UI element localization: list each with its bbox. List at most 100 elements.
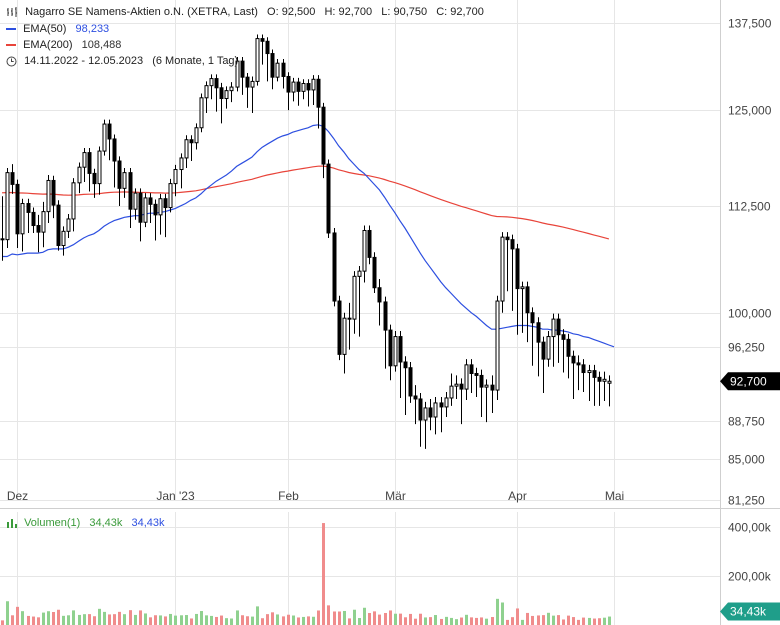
candle-body xyxy=(566,338,571,357)
candle-body xyxy=(214,78,219,89)
candle-body xyxy=(337,300,342,355)
volume-bar xyxy=(195,613,198,625)
price-axis: 137,500 125,000 112,500 100,000 96,250 88,750… xyxy=(728,17,772,508)
volume-bar xyxy=(164,616,167,625)
candle-body xyxy=(347,317,352,320)
ema200-label: EMA(200) xyxy=(23,39,73,51)
candle-body xyxy=(61,230,66,247)
candle-body xyxy=(179,157,184,171)
candle-body xyxy=(592,370,597,378)
volume-bar xyxy=(588,617,591,625)
candle-body xyxy=(117,160,122,189)
clock-icon xyxy=(6,56,17,67)
candle-body xyxy=(138,192,143,223)
volume-bar xyxy=(322,523,325,625)
candle-body xyxy=(20,203,25,235)
volume-bar xyxy=(485,618,488,625)
volume-bar xyxy=(190,618,193,625)
volume-bar xyxy=(230,618,233,625)
volume-bar xyxy=(241,615,244,625)
ema200-swatch xyxy=(6,44,16,47)
last-value-markers: 92,700 34,43k xyxy=(720,372,780,621)
volume-bar xyxy=(419,613,422,625)
volume-bar xyxy=(516,608,519,625)
high-label: H: xyxy=(324,6,336,18)
ema50-value: 98,233 xyxy=(75,23,110,35)
price-tick-label: 81,250 xyxy=(728,494,765,508)
candle-body xyxy=(153,203,158,216)
volume-bar xyxy=(343,610,346,625)
volume-bar xyxy=(6,601,9,625)
candle-body xyxy=(229,86,234,92)
candle-body xyxy=(316,78,321,108)
volume-bar xyxy=(460,617,463,625)
volume-bar xyxy=(32,616,35,625)
volume-bar xyxy=(552,615,555,625)
volume-bar xyxy=(547,612,550,625)
volume-bar xyxy=(88,614,91,625)
candle-body xyxy=(158,198,163,216)
candle-body xyxy=(571,355,576,364)
low-label: L: xyxy=(381,6,391,18)
candle-body xyxy=(291,81,296,93)
volume-bar xyxy=(113,614,116,625)
candle-body xyxy=(525,286,530,314)
ema200-line xyxy=(1,165,610,240)
candle-body xyxy=(71,182,76,220)
candle-body xyxy=(367,229,372,258)
volume-bar xyxy=(312,616,315,625)
price-tick-label: 96,250 xyxy=(728,341,765,355)
candle-body xyxy=(551,318,556,338)
volume-bar xyxy=(266,614,269,625)
candle-body xyxy=(0,238,5,241)
candle-body xyxy=(26,203,31,213)
volume-bar xyxy=(129,610,132,625)
volume-bar xyxy=(62,615,65,625)
volume-bar xyxy=(562,619,565,625)
ema50-legend[interactable]: EMA(50) 98,233 xyxy=(6,23,109,35)
volume-bar xyxy=(251,616,254,625)
volume-bar xyxy=(526,612,529,625)
volume-bar xyxy=(37,617,40,625)
volume-legend[interactable]: Volumen(1) 34,43k 34,43k xyxy=(6,517,165,529)
volume-bar xyxy=(582,617,585,625)
candle-body xyxy=(357,270,362,277)
price-tick-label: 125,000 xyxy=(728,104,772,118)
candle-body xyxy=(46,179,51,213)
candle-body xyxy=(301,83,306,92)
volume-bar xyxy=(353,609,356,625)
volume-value-green: 34,43k xyxy=(89,517,123,529)
volume-bar xyxy=(180,615,183,625)
candle-body xyxy=(500,236,505,302)
candle-body xyxy=(97,150,102,185)
volume-bar xyxy=(98,608,101,625)
candle-body xyxy=(51,179,56,206)
volume-axis: 400,00k 200,00k xyxy=(728,521,772,584)
candle-body xyxy=(372,256,377,289)
candle-body xyxy=(520,286,525,290)
candle-body xyxy=(133,192,138,210)
volume-tick-label: 200,00k xyxy=(728,570,772,584)
volume-bar xyxy=(598,618,601,625)
volume-value-blue: 34,43k xyxy=(131,517,165,529)
candle-body xyxy=(255,38,260,82)
open-label: O: xyxy=(267,6,279,18)
volume-bar xyxy=(455,619,458,625)
volume-bar xyxy=(307,616,310,625)
volume-bar xyxy=(501,602,504,625)
volume-bar xyxy=(429,617,432,625)
volume-bar xyxy=(333,611,336,625)
candle-body xyxy=(235,60,240,88)
candle-body xyxy=(515,248,520,290)
candle-body xyxy=(321,106,326,165)
time-tick-label: Mär xyxy=(385,489,406,503)
ema200-legend[interactable]: EMA(200) 108,488 xyxy=(6,39,121,51)
volume-bar xyxy=(378,614,381,625)
volume-bar xyxy=(445,616,448,625)
volume-bar xyxy=(384,612,387,625)
candle-body xyxy=(536,322,541,343)
candle-body xyxy=(199,97,204,129)
last-price-label: 92,700 xyxy=(730,374,767,388)
candle-body xyxy=(163,198,168,209)
